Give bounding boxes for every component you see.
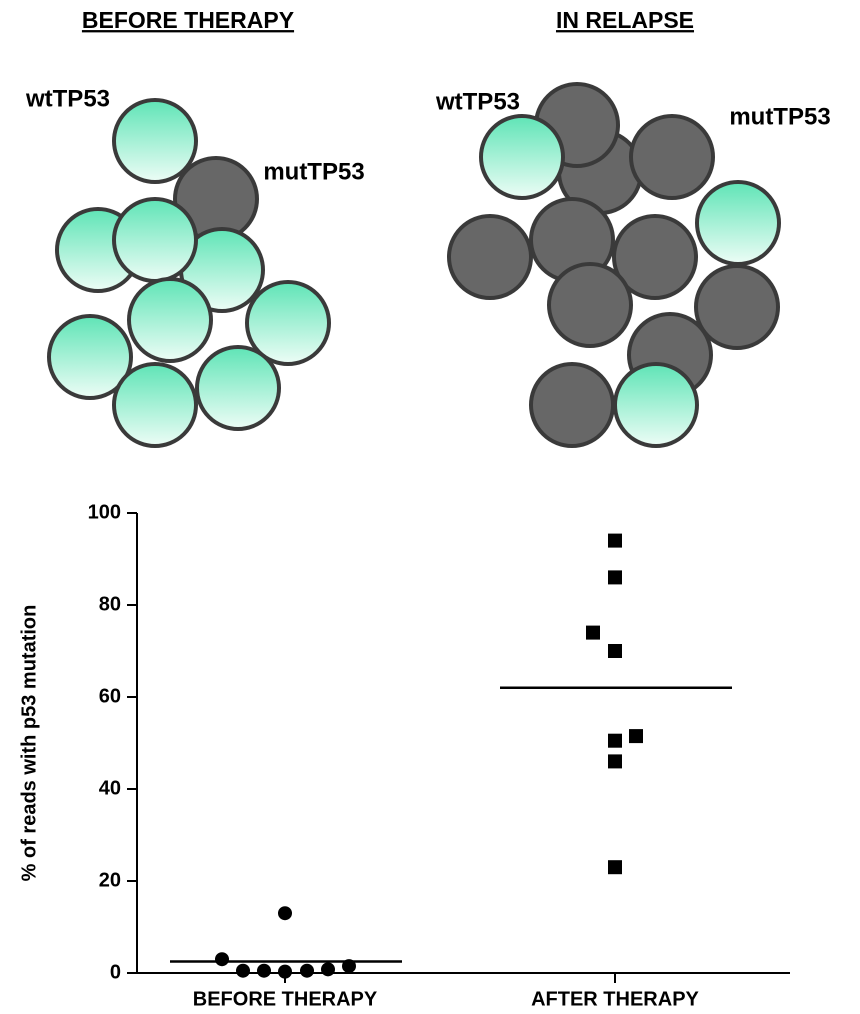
data-point (342, 959, 356, 974)
y-axis-label: % of reads with p53 mutation (18, 605, 40, 882)
wild-type-cell (479, 114, 565, 200)
data-point (608, 754, 622, 769)
data-point (608, 860, 622, 875)
mutant-cell (629, 114, 715, 200)
mutant-cell (694, 264, 780, 350)
data-point (215, 952, 229, 967)
chart: 0 20 40 60 80 100 BEFORE THERAPY AFTER THERAPY (88, 501, 790, 1010)
mutant-cell (447, 214, 533, 300)
y-tick-label: 0 (110, 961, 121, 983)
wild-type-cell (613, 362, 699, 448)
data-point (300, 963, 314, 978)
data-point (586, 625, 600, 640)
wild-type-cell (245, 280, 331, 366)
data-point (236, 963, 250, 978)
wild-type-cell (112, 362, 198, 448)
cell-label: mutTP53 (263, 158, 364, 185)
y-tick-label: 80 (99, 593, 121, 615)
y-tick-label: 60 (99, 685, 121, 707)
wild-type-cell (47, 314, 133, 400)
data-point (278, 906, 292, 921)
y-tick-label: 100 (88, 501, 121, 523)
cell-label: wtTP53 (435, 88, 520, 115)
data-point (321, 962, 335, 977)
panel-title: BEFORE THERAPY (82, 7, 294, 33)
cell-label: mutTP53 (729, 103, 830, 130)
data-point (278, 964, 292, 979)
wild-type-cell (195, 345, 281, 431)
data-point (608, 644, 622, 658)
y-tick-label: 20 (99, 869, 121, 891)
panel-title: IN RELAPSE (556, 7, 694, 33)
mutant-cell (612, 214, 698, 300)
mutant-cell (529, 362, 615, 448)
cell-label: wtTP53 (25, 85, 110, 112)
wild-type-cell (112, 197, 198, 283)
data-point (629, 729, 643, 744)
mutant-cell (547, 262, 633, 348)
x-tick-label: BEFORE THERAPY (193, 988, 378, 1010)
cell-diagram (47, 82, 781, 448)
x-tick-label: AFTER THERAPY (531, 988, 699, 1010)
y-tick-label: 40 (99, 777, 121, 799)
data-point (257, 963, 271, 978)
wild-type-cell (112, 98, 198, 184)
data-point (608, 533, 622, 548)
wild-type-cell (695, 180, 781, 266)
data-point (608, 570, 622, 585)
data-point (608, 733, 622, 748)
wild-type-cell (127, 277, 213, 363)
